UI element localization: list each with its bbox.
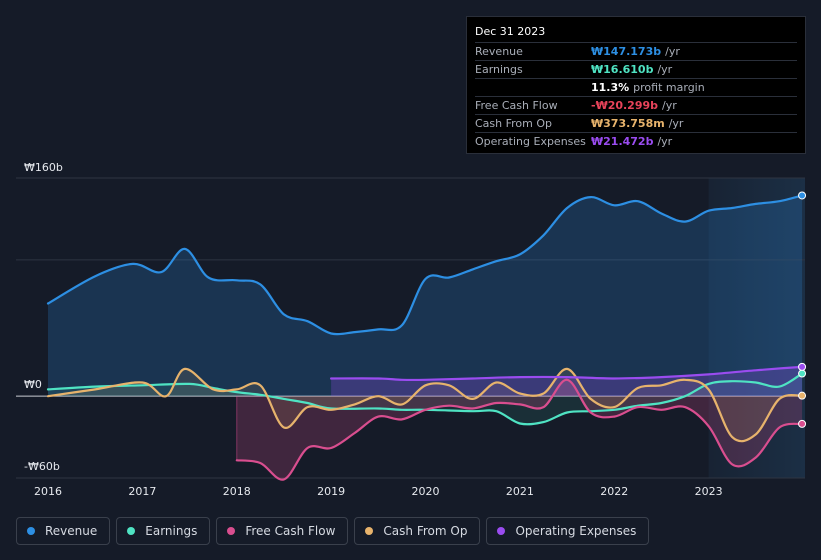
tooltip-row-value: ₩373.758m [591, 117, 665, 130]
tooltip-row-value: 11.3% [591, 81, 630, 94]
tooltip-row-value: ₩21.472b [591, 135, 654, 148]
tooltip-row-label: Revenue [475, 45, 523, 58]
free-cash-flow-area [236, 379, 803, 480]
x-tick-2018: 2018 [222, 485, 251, 498]
tooltip-row-unit: /yr [668, 117, 684, 130]
legend-label: Free Cash Flow [245, 524, 336, 538]
revenue-area [48, 195, 803, 397]
operating-expenses-line [330, 365, 804, 382]
legend-dot-icon [27, 527, 35, 535]
legend-label: Earnings [145, 524, 198, 538]
y-label-top: ₩160b [24, 161, 63, 174]
tooltip-date: Dec 31 2023 [475, 25, 546, 38]
free-cash-flow-line [235, 378, 804, 481]
tooltip-row: 11.3% profit margin [475, 78, 797, 96]
legend-item-earnings[interactable]: Earnings [116, 517, 211, 545]
tooltip-panel: Dec 31 2023 Revenue ₩147.173b/yr Earnings ₩… [466, 16, 806, 154]
x-tick-2017: 2017 [128, 485, 157, 498]
tooltip-row-unit: /yr [665, 45, 680, 58]
operating-expenses-area [331, 366, 803, 397]
tooltip-row-unit: /yr [662, 99, 677, 112]
legend-item-cash-from-op[interactable]: Cash From Op [354, 517, 481, 545]
legend-dot-icon [497, 527, 506, 535]
tooltip-row-unit: profit margin [633, 81, 705, 94]
y-label-zero: ₩0 [24, 378, 42, 391]
legend-item-operating-expenses[interactable]: Operating Expenses [486, 517, 650, 545]
revenue-line [46, 194, 804, 336]
legend-item-free-cash-flow[interactable]: Free Cash Flow [216, 517, 349, 545]
tooltip-row-value: -₩20.299b [591, 99, 659, 112]
x-tick-2023: 2023 [694, 485, 723, 498]
tooltip-row: Operating Expenses ₩21.472b/yr [475, 132, 797, 150]
tooltip-row-label: Earnings [475, 63, 523, 76]
x-tick-2019: 2019 [317, 485, 346, 498]
x-tick-2021: 2021 [505, 485, 534, 498]
y-label-bottom: -₩60b [24, 460, 60, 473]
chart-canvas [16, 177, 807, 481]
tooltip-row: Free Cash Flow -₩20.299b/yr [475, 96, 797, 114]
tooltip-row: Revenue ₩147.173b/yr [475, 42, 797, 60]
tooltip-row-label: Operating Expenses [475, 135, 586, 148]
legend-dot-icon [365, 527, 374, 535]
earnings-area [48, 373, 803, 425]
tooltip-row-label: Free Cash Flow [475, 99, 558, 112]
tooltip-row: Earnings ₩16.610b/yr [475, 60, 797, 78]
tooltip-row-value: ₩147.173b [591, 45, 662, 58]
legend-dot-icon [127, 527, 136, 535]
tooltip-row-unit: /yr [657, 63, 673, 76]
legend-item-revenue[interactable]: Revenue [16, 517, 111, 545]
legend-label: Operating Expenses [515, 524, 637, 538]
earnings-end-point [798, 369, 807, 378]
cash-from-op-line [46, 367, 804, 443]
legend-label: Revenue [45, 524, 98, 538]
revenue-end-point [798, 191, 807, 200]
tooltip-row-label: Cash From Op [475, 117, 553, 130]
tooltip-row-value: ₩16.610b [591, 63, 654, 76]
legend-label: Cash From Op [383, 524, 468, 538]
tooltip-row-unit: /yr [657, 135, 673, 148]
x-tick-2022: 2022 [600, 485, 629, 498]
x-tick-2020: 2020 [411, 485, 440, 498]
legend: Revenue Earnings Free Cash Flow Cash From O… [16, 517, 650, 547]
forecast-shade [708, 178, 805, 478]
tooltip-row: Cash From Op ₩373.758m/yr [475, 114, 797, 132]
cash-from-op-end-point [798, 391, 807, 400]
free-cash-flow-end-point [798, 419, 807, 428]
legend-dot-icon [227, 527, 236, 535]
x-tick-2016: 2016 [34, 485, 62, 498]
operating-expenses-end-point [798, 362, 807, 371]
